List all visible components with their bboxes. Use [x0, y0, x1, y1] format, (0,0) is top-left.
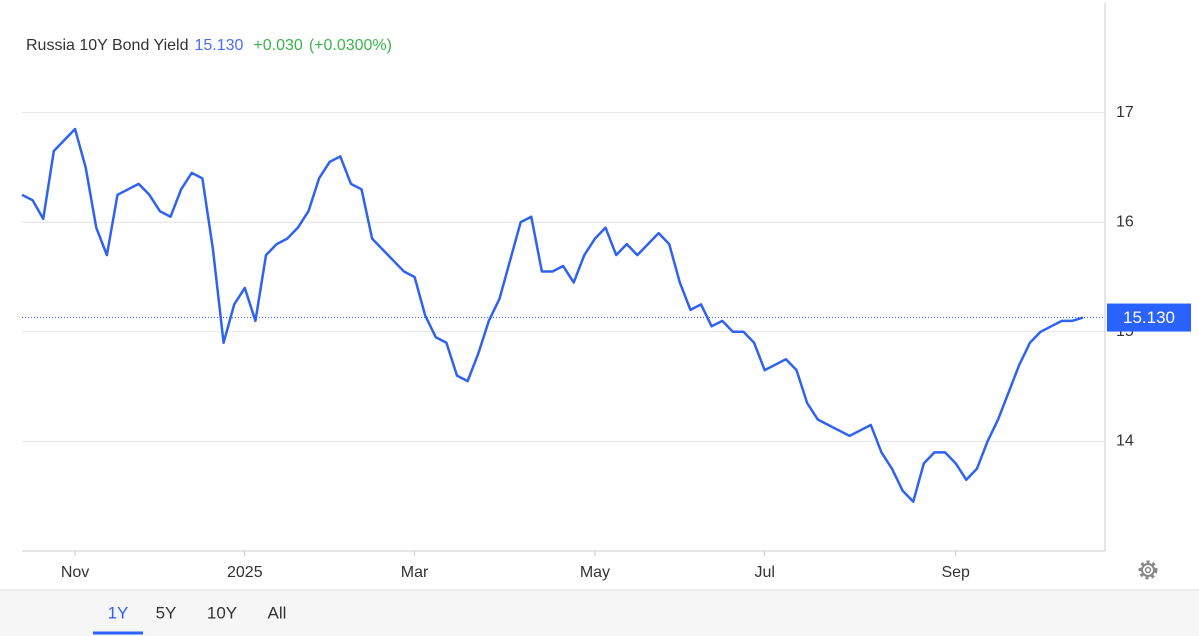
- header-title: Russia 10Y Bond Yield 15.130 +0.030 (+0.030…: [26, 37, 392, 54]
- price: 15.130: [194, 37, 243, 54]
- last-value-badge: [1107, 303, 1191, 332]
- gear-hole[interactable]: [1144, 566, 1152, 574]
- range-button[interactable]: All: [268, 603, 287, 622]
- title: Russia 10Y Bond Yield: [26, 37, 188, 54]
- range-button[interactable]: 5Y: [156, 603, 177, 622]
- last-value-label: 15.130: [1123, 308, 1175, 327]
- gear-icon[interactable]: [1138, 560, 1158, 580]
- change-pct: (+0.0300%): [309, 37, 392, 54]
- range-button[interactable]: 10Y: [207, 603, 237, 622]
- line: [21, 127, 1084, 503]
- range-bar: [0, 590, 1199, 636]
- x-tick-label: May: [580, 564, 610, 581]
- gear-teeth[interactable]: [1138, 560, 1158, 580]
- y-tick-label: 14: [1116, 433, 1134, 450]
- change: +0.030: [253, 37, 302, 54]
- gear-body[interactable]: [1141, 563, 1155, 577]
- x-tick-label: 2025: [227, 564, 263, 581]
- x-tick-label: Jul: [754, 564, 774, 581]
- range-button[interactable]: 1Y: [108, 603, 129, 622]
- y-tick-label: 17: [1116, 104, 1134, 121]
- x-tick-label: Mar: [401, 564, 429, 581]
- x-tick-label: Nov: [61, 564, 89, 581]
- y-tick-label: 16: [1116, 213, 1134, 230]
- x-tick-label: Sep: [941, 564, 970, 581]
